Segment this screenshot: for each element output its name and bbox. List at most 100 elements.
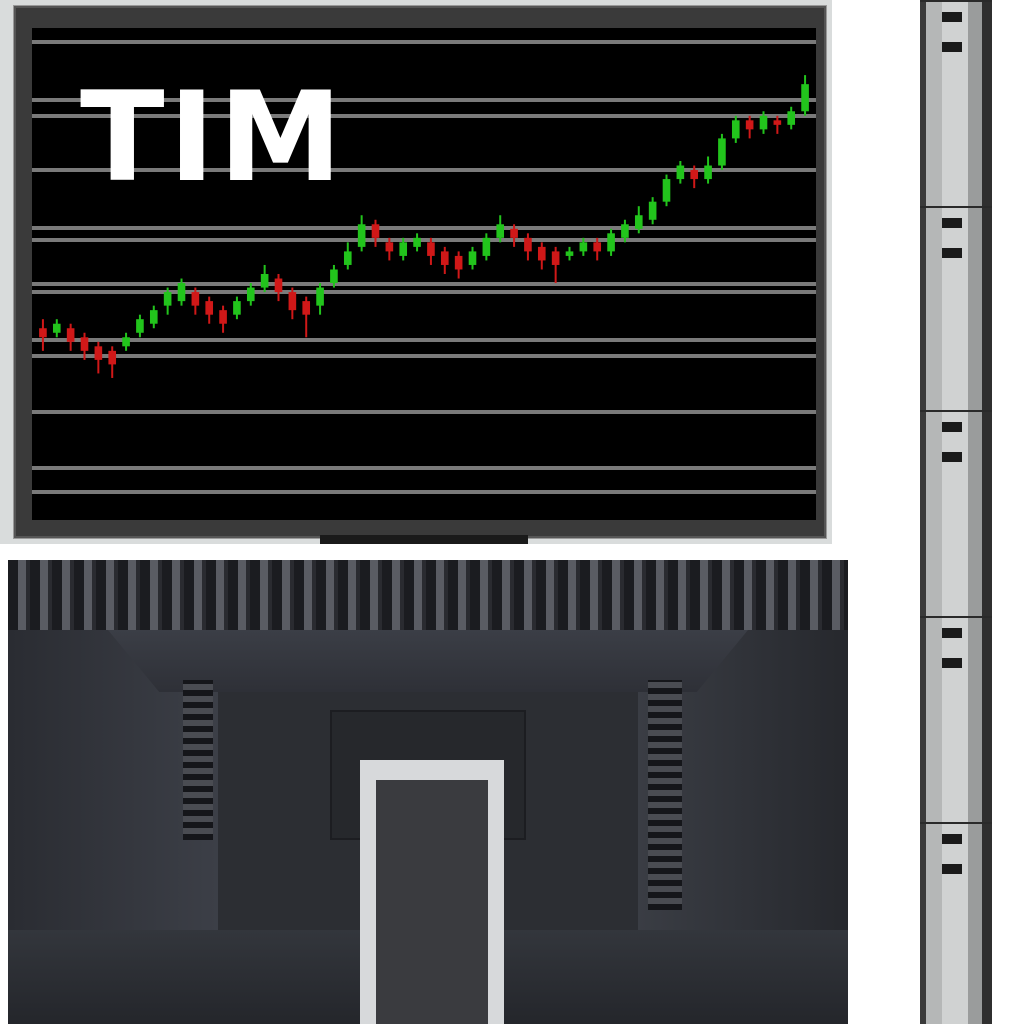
grid-line [32, 466, 816, 470]
candle [440, 246, 449, 274]
grid-line [32, 290, 816, 294]
candle-body [427, 242, 435, 256]
candle-body [704, 165, 712, 180]
candle [593, 237, 602, 261]
candle-body [80, 337, 89, 351]
candle-body [288, 292, 297, 311]
candle [551, 246, 560, 284]
candle-body [399, 242, 408, 256]
candle-body [413, 237, 421, 247]
candle-body [607, 233, 615, 252]
candle-body [440, 251, 449, 265]
candle-body [191, 292, 200, 306]
candle-body [565, 251, 574, 256]
candle [136, 314, 144, 338]
candle-body [246, 287, 255, 302]
candle [385, 237, 394, 261]
candle-body [468, 251, 477, 265]
candle [579, 237, 588, 256]
grid-line [32, 98, 816, 102]
candle [246, 283, 255, 306]
candle [357, 215, 366, 252]
candle-body [330, 269, 338, 284]
candle-body [302, 301, 311, 315]
candle [759, 111, 768, 134]
candle-body [482, 237, 491, 256]
candle [191, 287, 200, 315]
candle-body [745, 120, 754, 130]
candle [801, 75, 809, 116]
grid-line [32, 226, 816, 230]
monitor-bezel: TIM [14, 6, 826, 538]
candle-body [274, 278, 283, 293]
candle-body [787, 111, 796, 125]
candle-body [371, 224, 380, 238]
candle [607, 228, 615, 256]
candle-body [343, 251, 352, 265]
candle-body [634, 215, 643, 229]
candle-body [219, 310, 227, 324]
grid-line [32, 354, 816, 358]
candle-body [454, 255, 463, 270]
candle-body [163, 292, 172, 306]
candle [413, 233, 421, 252]
candle-body [593, 242, 602, 252]
candle-body [52, 323, 61, 333]
candle [621, 219, 629, 243]
candle [66, 323, 75, 351]
candle [316, 283, 324, 315]
grid-line [32, 114, 816, 118]
candle [731, 115, 740, 143]
candle [537, 242, 546, 270]
stand-neck [360, 760, 504, 1024]
candle [427, 237, 435, 265]
candle [648, 197, 657, 225]
candle [330, 264, 338, 288]
grid-line [32, 40, 816, 44]
candle [108, 346, 117, 378]
candle-body [524, 237, 532, 252]
candle-body [773, 120, 782, 125]
candle-body [690, 170, 699, 180]
candle-body [260, 274, 269, 288]
side-segment [920, 410, 992, 618]
candle-body [676, 165, 685, 180]
candle-body [357, 224, 366, 247]
candle [163, 287, 172, 315]
grid-line [32, 338, 816, 342]
candle [274, 274, 283, 302]
candle-body [537, 246, 546, 261]
candle-body [496, 224, 505, 238]
grid-line [32, 410, 816, 414]
candle [510, 224, 518, 247]
candle [399, 237, 408, 261]
back-top-panel [108, 630, 748, 692]
screen-title: TIM [80, 66, 347, 210]
candle-body [39, 328, 47, 338]
candle-body [621, 224, 629, 238]
candle [260, 264, 269, 293]
candle-body [551, 251, 560, 265]
side-segment [920, 0, 992, 208]
side-segment [920, 822, 992, 1030]
candle [496, 215, 505, 243]
candle [288, 287, 297, 320]
candle [302, 296, 311, 338]
right-vent-grille [648, 680, 682, 910]
left-vent-grille [183, 680, 213, 840]
candle-body [108, 350, 117, 365]
candle-body [205, 301, 214, 315]
stand-neck-inner [376, 780, 488, 1024]
monitor-side-profile-icon [920, 0, 992, 1024]
candle [634, 206, 643, 234]
candle [662, 174, 671, 207]
monitor-back-icon [8, 560, 848, 1024]
candle [80, 332, 89, 360]
candle-body [579, 242, 588, 252]
candle-body [648, 201, 657, 220]
candle-body [731, 120, 740, 139]
side-segment [920, 616, 992, 824]
candle-body [94, 346, 103, 360]
candle [94, 341, 103, 374]
candle [219, 305, 227, 333]
